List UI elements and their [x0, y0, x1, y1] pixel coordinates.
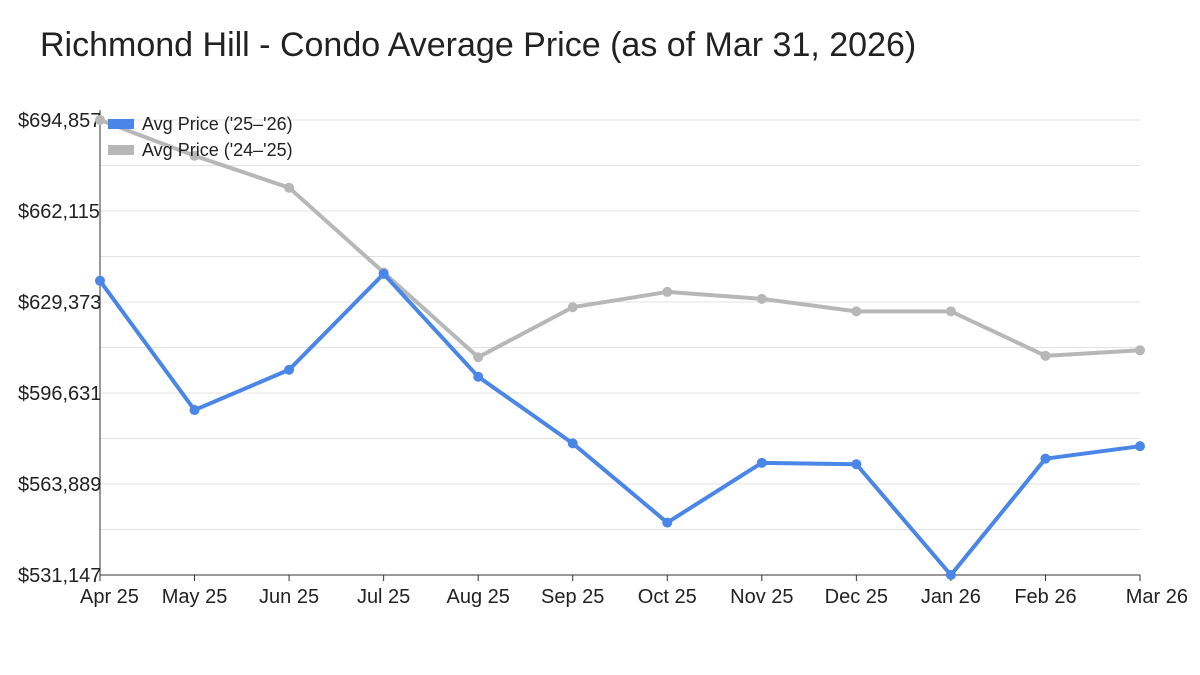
data-point — [95, 115, 105, 125]
data-point — [473, 352, 484, 363]
x-tick-label: Dec 25 — [825, 586, 888, 608]
x-tick-label: Jun 25 — [259, 586, 319, 608]
series-layer — [95, 115, 1145, 580]
legend: Avg Price ('25–'26) Avg Price ('24–'25) — [108, 114, 293, 160]
data-point — [473, 371, 484, 382]
legend-label: Avg Price ('25–'26) — [142, 114, 293, 134]
data-point — [95, 275, 105, 286]
y-tick-label: $694,857 — [18, 110, 101, 132]
data-point — [756, 293, 767, 304]
data-point — [567, 438, 578, 449]
legend-label: Avg Price ('24–'25) — [142, 140, 293, 160]
x-tick-label: Apr 25 — [80, 586, 139, 608]
data-point — [1135, 441, 1145, 452]
x-tick-label: Jan 26 — [921, 586, 981, 608]
axes: $531,147 $563,889 $596,631 $629,373 $662,115… — [18, 110, 1188, 608]
data-point — [945, 570, 956, 580]
x-tick-label: Nov 25 — [730, 586, 793, 608]
data-point — [1040, 453, 1051, 464]
grid-lines — [100, 119, 1140, 530]
chart-title: Richmond Hill - Condo Average Price (as … — [40, 26, 917, 64]
x-tick-label: Aug 25 — [446, 586, 509, 608]
data-point — [1135, 345, 1145, 356]
y-tick-label: $629,373 — [18, 292, 101, 314]
data-point — [284, 364, 295, 375]
y-tick-label: $662,115 — [18, 201, 100, 223]
x-tick-label: Sep 25 — [541, 586, 604, 608]
data-point — [662, 517, 673, 528]
data-point — [189, 150, 200, 161]
x-tick-label: May 25 — [162, 586, 228, 608]
x-tick-label: Feb 26 — [1014, 586, 1076, 608]
series-line — [98, 118, 1142, 360]
data-point — [189, 405, 200, 416]
legend-swatch — [108, 119, 134, 129]
y-tick-label: $531,147 — [18, 565, 101, 587]
y-tick-label: $563,889 — [18, 474, 101, 496]
legend-swatch — [108, 145, 134, 155]
data-point — [945, 306, 956, 317]
data-point — [567, 302, 578, 313]
x-tick-label: Jul 25 — [357, 586, 410, 608]
data-point — [756, 457, 767, 468]
series-line — [98, 271, 1142, 577]
x-tick-label: Mar 26 — [1126, 586, 1188, 608]
data-point — [662, 286, 673, 297]
data-point — [378, 268, 389, 279]
data-point — [851, 459, 862, 470]
y-tick-label: $596,631 — [18, 383, 101, 405]
x-tick-label: Oct 25 — [638, 586, 697, 608]
data-point — [851, 306, 862, 317]
data-point — [284, 182, 295, 193]
data-point — [1040, 350, 1051, 361]
